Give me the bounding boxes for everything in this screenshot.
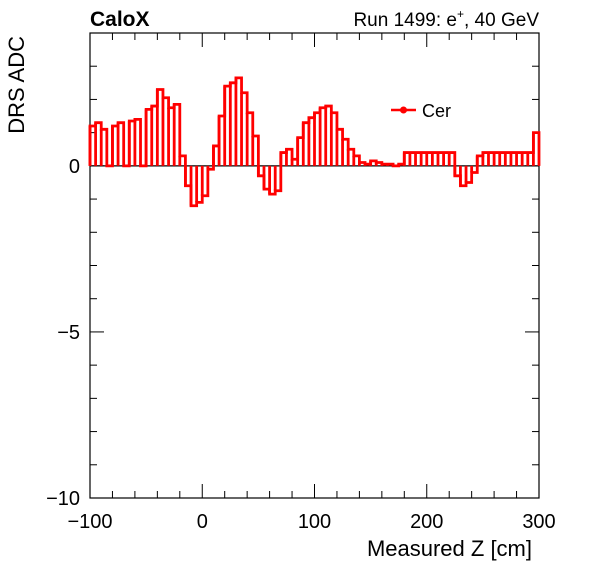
header-right-label-sup: + xyxy=(457,7,464,21)
header-right-label-suffix: , 40 GeV xyxy=(464,10,539,31)
tick-labels: −100 0 100 200 300 0 −5 −10 xyxy=(46,156,556,533)
y-axis-title: DRS ADC xyxy=(4,36,29,134)
y-tick-label: 0 xyxy=(69,156,80,178)
series-group xyxy=(88,76,541,208)
x-tick-label: 300 xyxy=(522,511,555,533)
header-right-label: Run 1499: e+, 40 GeV xyxy=(353,7,539,31)
y-tick-label: −10 xyxy=(46,488,80,510)
x-tick-label: −100 xyxy=(67,511,112,533)
legend: Cer xyxy=(391,101,451,121)
y-tick-label: −5 xyxy=(57,322,80,344)
x-tick-label: 200 xyxy=(410,511,443,533)
axis-ticks xyxy=(89,32,540,499)
legend-marker xyxy=(400,106,407,114)
x-tick-label: 100 xyxy=(298,511,331,533)
legend-label-cer: Cer xyxy=(422,101,451,121)
header-right-label-prefix: Run 1499: e xyxy=(353,10,457,31)
x-tick-label: 0 xyxy=(197,511,208,533)
header-left-label: CaloX xyxy=(90,8,150,31)
x-axis-title: Measured Z [cm] xyxy=(367,536,532,561)
